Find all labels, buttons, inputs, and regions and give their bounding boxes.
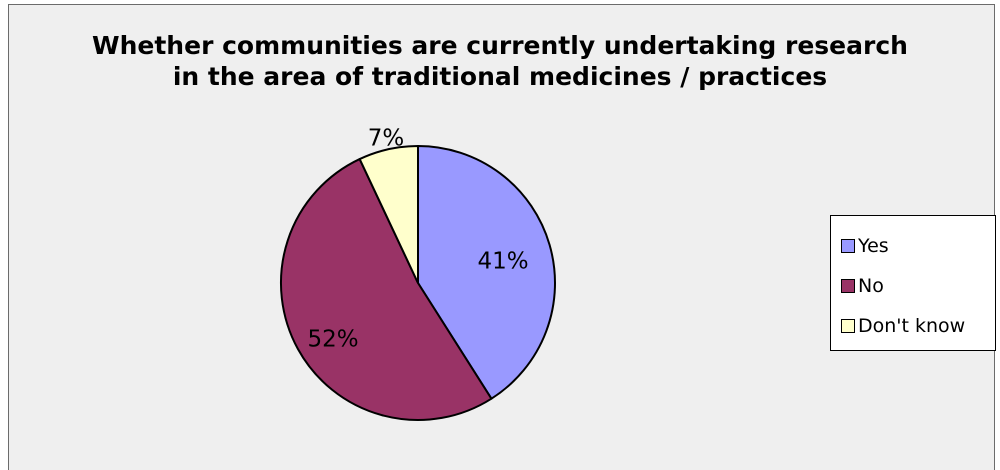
chart-legend: Yes No Don't know: [830, 215, 996, 351]
legend-item-no: No: [841, 266, 995, 306]
legend-swatch-don-t-know: [841, 319, 855, 333]
legend-item-don-t-know: Don't know: [841, 306, 995, 346]
data-label-yes: 41%: [477, 249, 528, 275]
chart-title: Whether communities are currently undert…: [0, 30, 1000, 92]
legend-label-no: No: [858, 275, 884, 297]
legend-swatch-yes: [841, 239, 855, 253]
legend-swatch-no: [841, 279, 855, 293]
data-label-don-t-know: 7%: [368, 126, 405, 152]
legend-label-don-t-know: Don't know: [858, 315, 966, 337]
pie-slice-don-t-know: [358, 145, 419, 284]
legend-item-yes: Yes: [841, 226, 995, 266]
chart-title-line-1: Whether communities are currently undert…: [92, 31, 908, 60]
legend-label-yes: Yes: [858, 235, 889, 257]
chart-title-line-2: in the area of traditional medicines / p…: [172, 62, 828, 91]
pie-slice-no: [279, 158, 493, 422]
data-label-no: 52%: [307, 327, 358, 353]
